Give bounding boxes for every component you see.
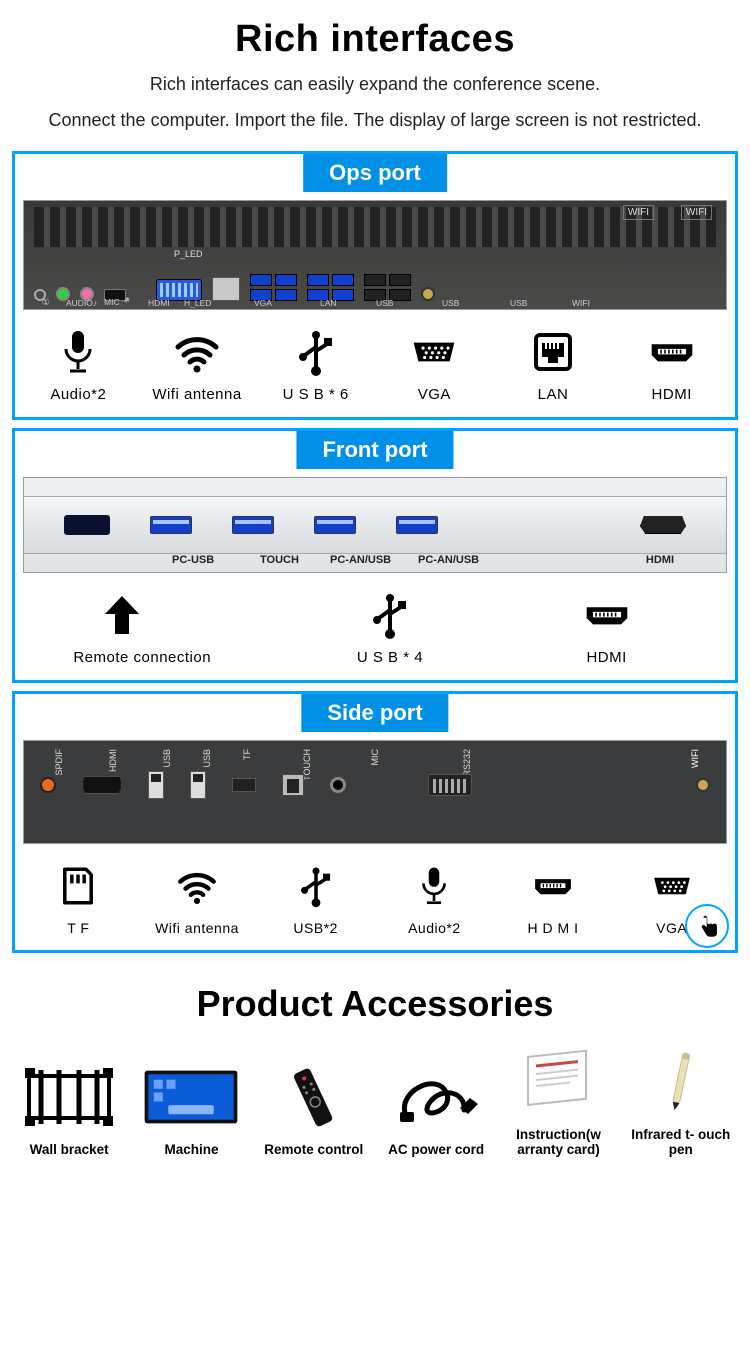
lan-icon [494,326,613,378]
hdmi-icon [494,860,613,912]
ops-icons: Audio*2 Wifi antenna U S B * 6 VGA LAN H… [15,314,735,417]
side-icons: T F Wifi antenna USB*2 Audio*2 H D M I V… [15,848,735,950]
hdmi-icon [612,326,731,378]
front-icons: Remote connection U S B * 4 HDMI [15,577,735,680]
side-title: Side port [301,694,448,732]
mic-icon [375,860,494,912]
header: Rich interfaces Rich interfaces can easi… [0,0,750,143]
mic-icon [19,326,138,378]
vga-icon [375,326,494,378]
usb-icon [256,860,375,912]
wall-bracket-icon [10,1058,128,1136]
touch-icon [685,904,729,948]
machine-icon [132,1058,250,1136]
touch-pen-icon [622,1043,740,1121]
acc-label: Infrared t- ouch pen [622,1127,740,1157]
accessories-row: Wall bracket Machine Remote control AC p… [0,1043,750,1169]
ac-cord-icon [377,1058,495,1136]
usb-icon [256,326,375,378]
acc-label: AC power cord [377,1142,495,1157]
subtitle-1: Rich interfaces can easily expand the co… [30,71,720,97]
subtitle-2: Connect the computer. Import the file. T… [30,107,720,133]
accessories-title: Product Accessories [0,983,750,1025]
wifi-icon [138,326,257,378]
wifi-label: WIFI [623,205,654,220]
side-port-photo: SPDIF HDMI USB USB TF TOUCH MIC RS232 WI… [23,740,727,844]
front-port-photo: PC-USB TOUCH PC-AN/USB PC-AN/USB HDMI [23,477,727,573]
acc-label: Instruction(w arranty card) [499,1127,617,1157]
wifi-icon [138,860,257,912]
tf-icon [19,860,138,912]
usb-icon [310,589,470,641]
remote-icon [255,1058,373,1136]
ops-port-panel: Ops port WIFI WIFI P_LED ① AUDIO♪ MIC🎤 H… [12,151,738,420]
side-port-panel: Side port SPDIF HDMI USB USB TF TOUCH MI… [12,691,738,953]
acc-label: Wall bracket [10,1142,128,1157]
acc-label: Machine [132,1142,250,1157]
ops-port-photo: WIFI WIFI P_LED ① AUDIO♪ MIC🎤 HDMI H_LED… [23,200,727,310]
arrow-up-icon [73,589,253,641]
page-title: Rich interfaces [30,18,720,61]
ops-title: Ops port [303,154,447,192]
instruction-icon [499,1043,617,1121]
front-title: Front port [296,431,453,469]
wifi-label: WIFI [681,205,712,220]
front-port-panel: Front port PC-USB TOUCH PC-AN/USB PC-AN/… [12,428,738,683]
hdmi-icon [527,589,687,641]
acc-label: Remote control [255,1142,373,1157]
